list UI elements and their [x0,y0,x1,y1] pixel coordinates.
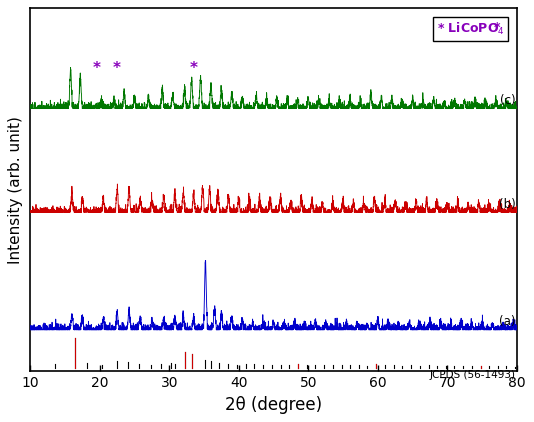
X-axis label: 2θ (degree): 2θ (degree) [225,396,322,414]
Text: JCPDS (56-1493): JCPDS (56-1493) [429,370,515,380]
Text: (a): (a) [499,315,515,328]
Text: (b): (b) [499,197,515,211]
Y-axis label: Intensity (arb. unit): Intensity (arb. unit) [9,116,23,264]
Text: *: * [190,61,198,76]
Text: *: * [113,61,121,76]
Text: (c): (c) [500,94,515,107]
Text: *: * [92,61,100,76]
Text: * LiCoPO$_4$: * LiCoPO$_4$ [437,21,505,37]
Text: *: * [494,21,505,34]
